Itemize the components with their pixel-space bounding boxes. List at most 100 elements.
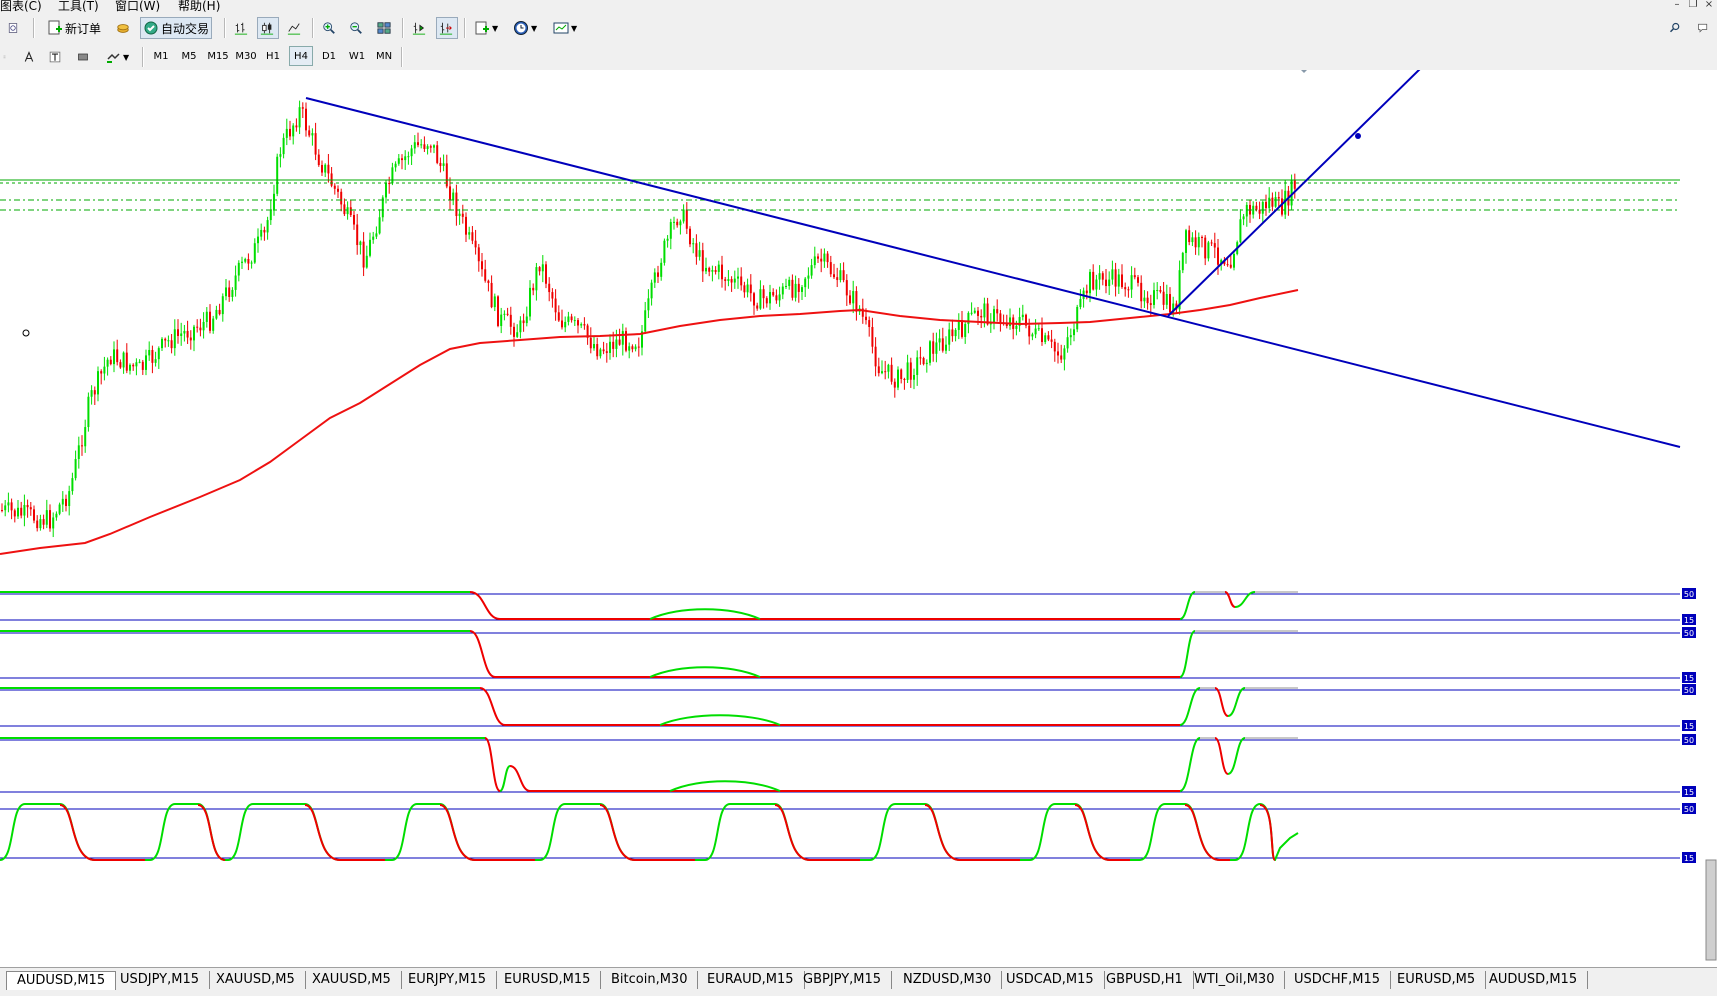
candle-body <box>775 295 778 301</box>
line-chart-button[interactable] <box>284 17 306 39</box>
menu-tools[interactable]: 工具(T) <box>58 0 99 13</box>
text-label-button[interactable] <box>46 46 66 68</box>
chart-background <box>0 70 1717 967</box>
candle-body <box>1255 205 1258 210</box>
timeframe-d1[interactable]: D1 <box>321 51 337 62</box>
candle-body <box>298 107 301 128</box>
candle-body <box>900 369 903 380</box>
timeframe-h1[interactable]: H1 <box>266 51 280 62</box>
candle-body <box>151 349 154 363</box>
vertical-scrollbar[interactable] <box>1705 859 1717 961</box>
auto-trade-button[interactable]: 自动交易 <box>140 17 213 39</box>
candle-body <box>372 236 375 240</box>
candle-body <box>1162 291 1165 305</box>
candle-body <box>641 331 643 348</box>
chart-shift-marker-icon[interactable] <box>1299 70 1309 73</box>
periods-button[interactable]: ▼ <box>510 17 544 39</box>
symbol-tab[interactable]: EURUSD,M5 <box>1387 971 1487 989</box>
symbol-tab[interactable]: GBPUSD,H1 <box>1096 971 1194 989</box>
restore-icon[interactable]: ❐ <box>1688 0 1698 10</box>
candle-body <box>68 491 71 507</box>
candle-body <box>749 284 752 294</box>
close-icon[interactable]: × <box>1704 0 1714 10</box>
candle-body <box>865 316 867 321</box>
candle-body <box>269 210 272 221</box>
symbol-tab[interactable]: EURAUD,M15 <box>697 971 805 989</box>
bar-chart-button[interactable] <box>231 17 253 39</box>
zoom-in-button[interactable] <box>319 17 341 39</box>
price-chart[interactable]: 50 15 50 15 50 15 50 15 50 15 <box>0 70 1717 967</box>
candle-body <box>852 291 855 304</box>
auto-scroll-button[interactable] <box>409 17 431 39</box>
candle-body <box>234 275 237 290</box>
candle-body <box>913 374 915 380</box>
new-order-button[interactable]: 新订单 <box>44 17 104 39</box>
tile-windows-button[interactable] <box>374 17 396 39</box>
candle-body <box>439 162 442 166</box>
candle-body <box>1079 298 1082 307</box>
symbol-tab[interactable]: USDJPY,M15 <box>110 971 210 989</box>
symbol-tab[interactable]: USDCAD,M15 <box>996 971 1105 989</box>
candle-body <box>196 326 199 328</box>
timeframe-m15[interactable]: M15 <box>207 51 229 62</box>
candle-body <box>401 158 403 161</box>
symbol-tab[interactable]: AUDUSD,M15 <box>1479 971 1589 989</box>
timeframe-m5[interactable]: M5 <box>181 51 197 62</box>
candle-body <box>157 348 160 360</box>
oscillator-falling-segment <box>1184 804 1230 861</box>
symbol-tab[interactable]: EURUSD,M15 <box>494 971 602 989</box>
templates-button[interactable]: ▼ <box>550 17 584 39</box>
candle-body <box>183 330 186 334</box>
symbol-tab[interactable]: XAUUSD,M5 <box>302 971 402 989</box>
candle-body <box>938 338 941 343</box>
trendline-anchor-point[interactable] <box>1355 133 1361 139</box>
candle-body <box>148 349 151 356</box>
timeframe-m30[interactable]: M30 <box>235 51 257 62</box>
symbol-tab[interactable]: NZDUSD,M30 <box>893 971 1003 989</box>
candle-body <box>135 362 138 367</box>
symbol-tab[interactable]: EURJPY,M15 <box>398 971 497 989</box>
candle-body <box>765 298 768 304</box>
search-button[interactable] <box>1666 17 1686 39</box>
candlestick-button[interactable] <box>257 17 279 39</box>
chart-shift-button[interactable] <box>436 17 458 39</box>
menu-help[interactable]: 帮助(H) <box>178 0 221 13</box>
descending-trendline[interactable] <box>305 97 1681 448</box>
candle-body <box>893 381 896 388</box>
symbol-tab[interactable]: USDCHF,M15 <box>1284 971 1391 989</box>
menu-window[interactable]: 窗口(W) <box>115 0 161 13</box>
candle-body <box>1105 279 1107 287</box>
rectangle-tool-button[interactable] <box>74 46 94 68</box>
indicators-button[interactable]: ▼ <box>471 17 505 39</box>
candle-body <box>333 185 336 189</box>
timeframe-w1[interactable]: W1 <box>348 51 366 62</box>
candle-body <box>1191 237 1194 243</box>
symbol-tab[interactable]: AUDUSD,M15 <box>6 971 117 990</box>
market-watch-button[interactable] <box>113 17 135 39</box>
text-tool-button[interactable] <box>20 46 40 68</box>
candlesticks <box>1 100 1296 538</box>
symbol-tab[interactable]: WTI_Oil,M30 <box>1184 971 1286 989</box>
timeframe-mn[interactable]: MN <box>375 51 393 62</box>
symbol-tab[interactable]: GBPJPY,M15 <box>793 971 893 989</box>
arrows-tool-button[interactable]: ▼ <box>102 46 134 68</box>
menu-chart[interactable]: 图表(C) <box>0 0 42 13</box>
candle-body <box>919 357 922 359</box>
candle-body <box>346 207 349 215</box>
ascending-trendline[interactable] <box>1167 70 1423 317</box>
indicator-line <box>484 737 501 792</box>
candle-body <box>580 324 583 326</box>
candle-body <box>442 163 445 166</box>
symbol-tab[interactable]: Bitcoin,M30 <box>601 971 699 989</box>
minimize-icon[interactable]: – <box>1674 0 1680 10</box>
candle-body <box>817 256 819 259</box>
candle-body <box>1108 279 1111 287</box>
timeframe-m1[interactable]: M1 <box>153 51 169 62</box>
print-preview-button[interactable] <box>4 17 24 39</box>
chat-button[interactable] <box>1694 17 1714 39</box>
timeframe-h4[interactable]: H4 <box>289 46 313 66</box>
candle-body <box>545 264 547 284</box>
zoom-out-button[interactable] <box>346 17 368 39</box>
symbol-tab[interactable]: XAUUSD,M5 <box>206 971 306 989</box>
candle-body <box>253 243 256 263</box>
